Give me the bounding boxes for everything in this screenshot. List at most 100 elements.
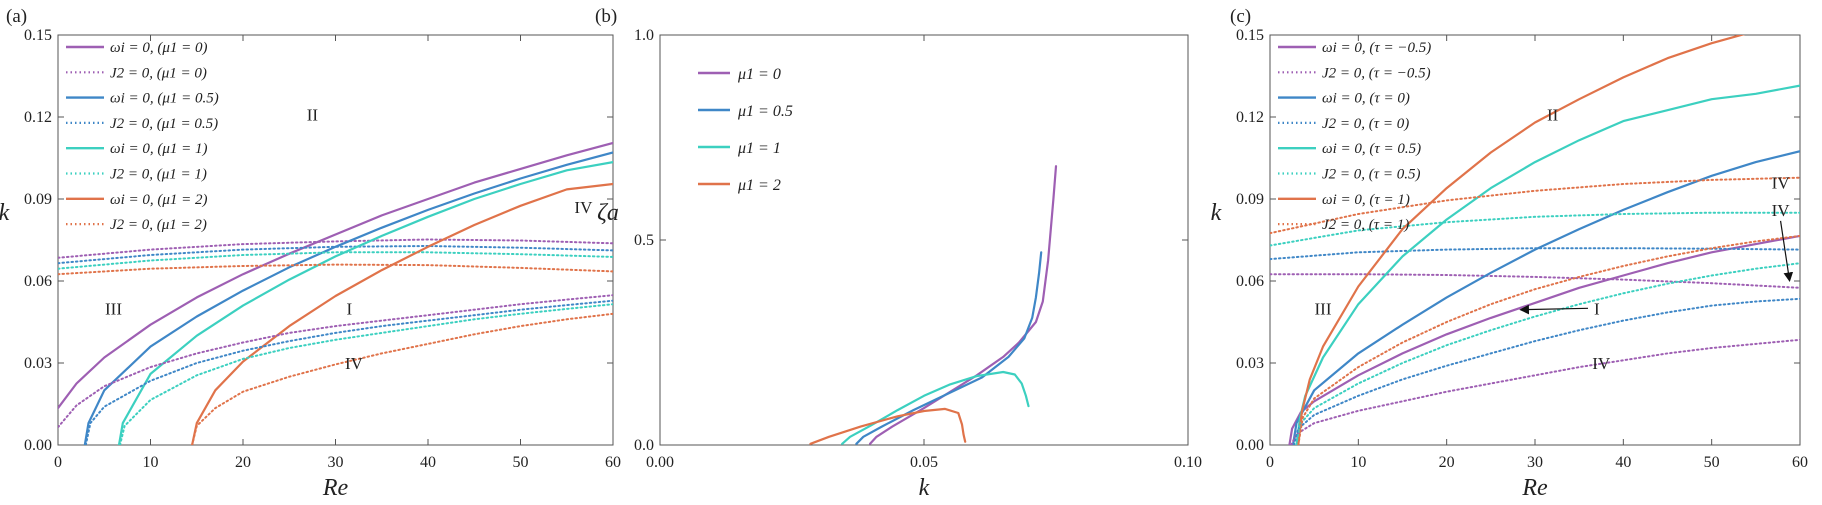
y-tick-label: 0.00 [1236,437,1264,454]
legend-entry: J2 = 0, (μ1 = 2) [110,217,207,233]
x-tick-label: 60 [1792,454,1808,471]
legend-entry: J2 = 0, (τ = 1) [1322,217,1409,233]
series-line-purple-dotted [1270,273,1800,289]
legend-entry: μ1 = 1 [737,140,781,157]
y-tick-label: 0.5 [634,232,654,249]
y-tick-label: 0.03 [24,355,52,372]
legend: ωi = 0, (μ1 = 0) J2 = 0, (μ1 = 0) ωi = 0, … [66,40,219,233]
y-tick-label: 1.0 [634,27,654,44]
y-axis-label: k [1211,200,1222,226]
y-tick-label: 0.09 [1236,191,1264,208]
y-tick-label: 0.06 [1236,273,1264,290]
panel-c: (c) 0 10 20 30 40 50 60 0.00 0.03 0.06 0.09 0.12 0.15… [1211,6,1808,501]
x-tick-label: 50 [513,454,529,471]
series-line-orange-solid [1297,35,1746,445]
y-tick-label: 0.15 [24,27,52,44]
legend-entry: J2 = 0, (τ = 0) [1322,116,1409,132]
series-line-blue-solid [855,251,1043,445]
region-label: III [105,299,122,318]
series-group [1270,35,1800,445]
series-line-blue-dotted [84,299,613,445]
legend-entry: ωi = 0, (μ1 = 1) [110,141,208,157]
legend-entry: ωi = 0, (τ = −0.5) [1322,40,1431,56]
x-axis-label: k [919,475,930,501]
legend-entry: μ1 = 0 [737,66,781,83]
legend-entry: J2 = 0, (τ = 0.5) [1322,167,1421,183]
x-tick-label: 0.05 [910,454,938,471]
legend-entry: J2 = 0, (μ1 = 0.5) [110,116,218,132]
panel-label: (a) [6,6,27,27]
series-line-blue-dotted [1292,297,1800,445]
x-tick-label: 0.00 [646,454,674,471]
region-label: IV [1772,201,1791,220]
annotation-arrow [1779,220,1794,283]
series-line-teal-dotted [1270,211,1800,247]
series-line-purple-dotted [58,294,613,429]
y-tick-label: 0.0 [634,437,654,454]
panel-b: (b) 0.00 0.05 0.10 0.0 0.5 1.0 k ζa μ1 = 0 μ1 = 0.… [595,6,1202,501]
series-line-blue-dotted [58,245,613,265]
x-tick-label: 20 [235,454,251,471]
region-label: II [1547,105,1559,124]
x-tick-label: 40 [420,454,436,471]
legend-entry: J2 = 0, (μ1 = 1) [110,167,207,183]
series-line-blue-solid [83,151,613,445]
series-group [58,141,613,445]
legend-entry: μ1 = 0.5 [737,103,793,120]
y-tick-label: 0.09 [24,191,52,208]
series-group [809,165,1058,445]
x-axis-label: Re [322,475,349,501]
region-label: IV [1592,354,1611,373]
legend: ωi = 0, (τ = −0.5) J2 = 0, (τ = −0.5) ωi =… [1278,40,1431,233]
x-tick-label: 0 [1266,454,1274,471]
y-tick-label: 0.00 [24,437,52,454]
series-line-purple-solid [869,165,1058,445]
x-axis-label: Re [1521,475,1548,501]
region-label: IV [1772,174,1791,193]
legend-entry: ωi = 0, (μ1 = 0) [110,40,208,56]
series-line-teal-dotted [58,251,613,270]
legend-entry: ωi = 0, (μ1 = 2) [110,192,208,208]
series-line-teal-dotted [119,303,613,445]
series-line-purple-dotted [1290,338,1800,445]
panel-a: (a) 0 10 20 30 40 50 60 0.00 0.03 0.06 0.09 0.12 0.15… [0,6,621,501]
x-tick-label: 10 [1350,454,1366,471]
series-line-teal-solid [117,161,613,445]
legend-entry: ωi = 0, (μ1 = 0.5) [110,91,219,107]
series-line-teal-solid [841,370,1030,445]
x-tick-label: 50 [1704,454,1720,471]
series-line-purple-solid [58,141,613,410]
series-line-purple-dotted [58,238,613,259]
y-tick-label: 0.06 [24,273,52,290]
region-label: IV [345,354,364,373]
annotation-arrow [1519,304,1589,315]
x-tick-label: 40 [1615,454,1631,471]
y-tick-label: 0.12 [1236,109,1264,126]
series-line-orange-dotted [58,263,613,276]
legend-entry: J2 = 0, (τ = −0.5) [1322,65,1431,81]
series-line-orange-dotted [191,312,613,445]
series-line-orange-solid [191,182,613,445]
series-line-orange-dotted [1297,234,1800,445]
legend-entry: ωi = 0, (τ = 0.5) [1322,141,1421,157]
x-tick-label: 20 [1439,454,1455,471]
region-label: I [347,299,353,318]
region-label: II [307,105,319,124]
panel-label: (c) [1230,6,1251,27]
series-line-teal-solid [1295,84,1800,445]
series-line-purple-solid [1288,234,1800,445]
legend-entry: ωi = 0, (τ = 1) [1322,192,1410,208]
y-tick-label: 0.03 [1236,355,1264,372]
legend: μ1 = 0 μ1 = 0.5 μ1 = 1 μ1 = 2 [698,66,793,194]
region-label: IV [574,198,593,217]
x-tick-label: 0 [54,454,62,471]
series-line-blue-solid [1291,150,1800,445]
y-axis-label: ζa [597,200,619,226]
region-label: III [1315,299,1332,318]
legend-entry: ωi = 0, (τ = 0) [1322,91,1410,107]
y-axis-label: k [0,200,10,226]
plot-frame [659,34,1189,446]
series-line-orange-solid [809,407,967,445]
y-tick-label: 0.12 [24,109,52,126]
